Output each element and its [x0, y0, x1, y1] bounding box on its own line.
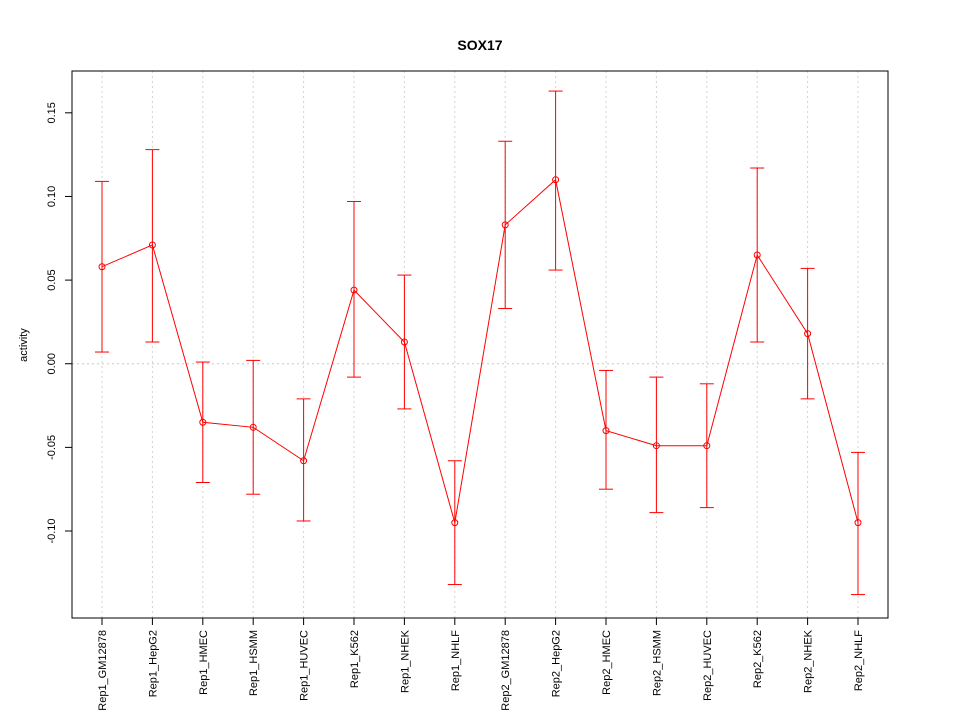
x-tick-label: Rep2_GM12878 [500, 630, 512, 711]
data-point [804, 330, 812, 338]
y-tick-label: 0.15 [46, 102, 58, 123]
data-series [98, 176, 862, 527]
grid [72, 71, 888, 618]
x-tick-label: Rep2_NHLF [853, 630, 865, 691]
plot-frame [71, 70, 889, 619]
data-point [703, 442, 711, 450]
error-bars [95, 90, 865, 596]
x-tick-label: Rep2_K562 [752, 630, 764, 688]
x-tick-label: Rep2_HepG2 [551, 630, 563, 697]
data-point [451, 519, 459, 527]
x-tick-label: Rep2_HSMM [651, 630, 663, 696]
data-point [753, 251, 761, 259]
x-tick-label: Rep2_HMEC [601, 630, 613, 695]
y-axis-title: activity [18, 328, 30, 362]
y-tick-label: -0.05 [46, 435, 58, 460]
data-point [199, 418, 207, 426]
x-tick-label: Rep1_HepG2 [147, 630, 159, 697]
data-point [249, 423, 257, 431]
x-tick-label: Rep2_HUVEC [702, 630, 714, 701]
y-tick-label: 0.10 [46, 186, 58, 207]
x-axis: Rep1_GM12878 Rep1_HepG2 Rep1_HMEC Rep1_HSMM… [97, 618, 865, 711]
series-line [101, 178, 859, 523]
data-point [300, 457, 308, 465]
data-point [350, 286, 358, 294]
x-tick-label: Rep1_K562 [349, 630, 361, 688]
y-axis: -0.10 -0.05 0.00 0.05 0.10 0.15 [46, 102, 72, 544]
x-tick-label: Rep1_HSMM [248, 630, 260, 696]
x-tick-label: Rep1_NHLF [450, 630, 462, 691]
data-point [98, 263, 106, 271]
y-tick-label: 0.00 [46, 353, 58, 374]
y-tick-label: 0.05 [46, 269, 58, 290]
chart-title: SOX17 [457, 37, 502, 53]
x-tick-label: Rep1_NHEK [399, 629, 411, 693]
x-tick-label: Rep1_GM12878 [97, 630, 109, 711]
x-tick-label: Rep2_NHEK [803, 629, 815, 693]
data-point [148, 241, 156, 249]
x-tick-label: Rep1_HUVEC [299, 630, 311, 701]
data-point [854, 519, 862, 527]
y-tick-label: -0.10 [46, 518, 58, 543]
data-point [602, 427, 610, 435]
data-point [400, 338, 408, 346]
data-point [501, 221, 509, 229]
data-point [652, 442, 660, 450]
x-tick-label: Rep1_HMEC [198, 630, 210, 695]
data-point [552, 176, 560, 184]
